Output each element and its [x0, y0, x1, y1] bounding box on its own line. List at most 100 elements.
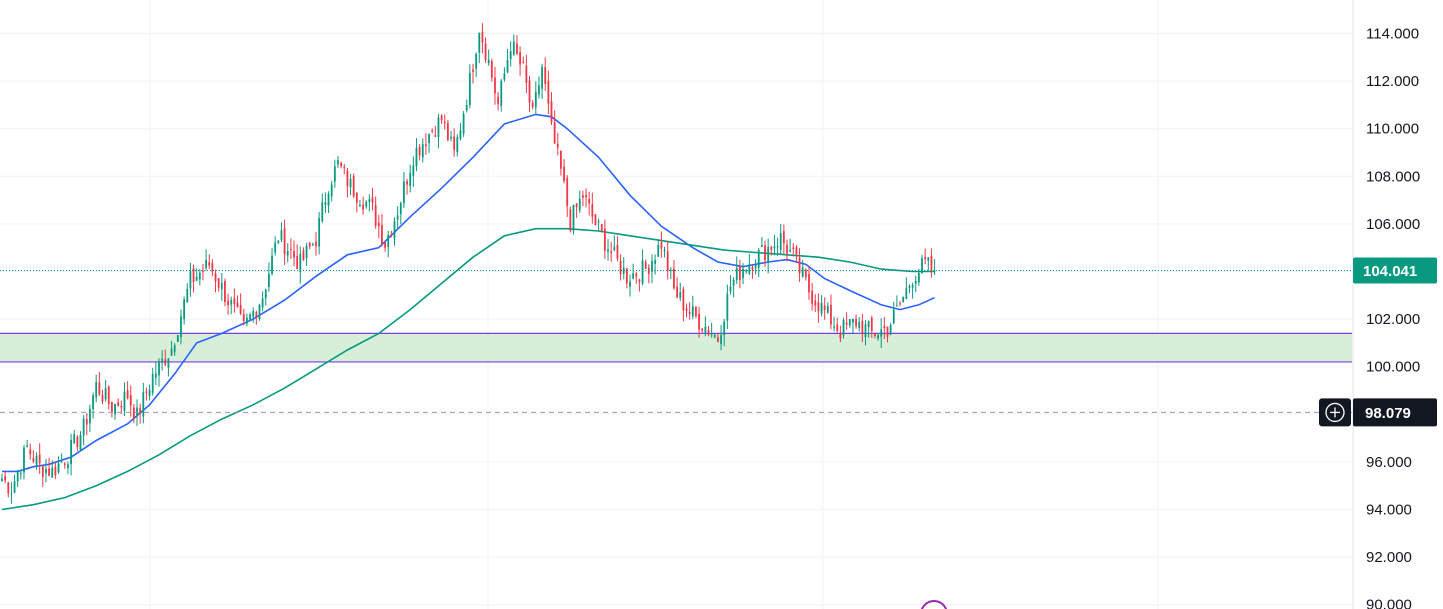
candle-body	[575, 203, 578, 208]
candle-body	[867, 321, 870, 328]
candle-body	[359, 204, 361, 206]
candle-body	[349, 178, 352, 188]
candle-body	[569, 209, 572, 231]
candle-body	[343, 167, 346, 169]
event-marker[interactable]	[920, 600, 948, 609]
candle-body	[531, 102, 534, 107]
candle-body	[644, 261, 647, 269]
candle-body	[566, 177, 569, 207]
price-axis-tick-label: 108.000	[1366, 168, 1420, 185]
candle-body	[902, 297, 905, 303]
candle-body	[588, 198, 591, 204]
candle-body	[277, 240, 280, 243]
candle-body	[745, 270, 748, 272]
candle-body	[506, 60, 509, 73]
candle-body	[311, 244, 314, 246]
candle-body	[176, 335, 179, 342]
candle-body	[16, 471, 19, 482]
candle-body	[525, 65, 528, 83]
last-price-badge-label: 104.041	[1363, 263, 1417, 280]
candle-body	[864, 324, 867, 337]
candle-body	[217, 278, 220, 288]
candle-body	[713, 334, 716, 338]
candle-body	[497, 96, 500, 105]
price-axis-tick-label: 94.000	[1366, 502, 1412, 519]
candle-body	[381, 225, 383, 245]
price-axis-tick-label: 110.000	[1366, 121, 1419, 138]
candle-body	[170, 348, 173, 356]
candle-body	[214, 273, 217, 282]
candle-body	[151, 374, 154, 393]
candle-body	[673, 268, 675, 289]
candle-body	[804, 269, 807, 278]
candle-body	[861, 321, 864, 335]
candle-body	[139, 408, 142, 415]
candle-body	[764, 245, 766, 261]
price-lines	[0, 270, 1352, 413]
candle-body	[7, 482, 10, 494]
candle-body	[512, 41, 515, 55]
candle-body	[669, 269, 672, 271]
candle-body	[142, 392, 145, 417]
candle-body	[811, 290, 814, 304]
support-zone	[0, 332, 1352, 363]
candle-body	[252, 310, 255, 317]
candle-body	[613, 246, 616, 251]
candle-body	[434, 135, 437, 137]
candle-body	[425, 144, 427, 147]
candle-body	[202, 270, 204, 272]
candle-body	[403, 181, 405, 204]
candle-body	[161, 358, 164, 364]
candle-body	[67, 464, 69, 469]
candle-body	[880, 329, 883, 337]
candle-body	[98, 382, 101, 395]
candle-body	[104, 388, 107, 400]
candle-body	[443, 121, 446, 123]
candle-body	[437, 117, 440, 138]
candle-body	[399, 203, 402, 215]
grid	[0, 0, 1352, 609]
candle-body	[676, 286, 678, 298]
candle-body	[415, 147, 418, 167]
candle-body	[154, 373, 157, 378]
candle-body	[638, 279, 641, 282]
candle-body	[751, 267, 754, 270]
crosshair-price-badge	[1353, 398, 1437, 427]
event-marker-icon[interactable]	[920, 600, 948, 609]
candle-body	[446, 123, 449, 141]
candle-body	[663, 249, 666, 252]
candle-body	[886, 326, 889, 337]
candle-body	[528, 80, 531, 103]
candle-body	[324, 202, 327, 205]
candle-body	[695, 306, 697, 317]
candle-body	[374, 205, 377, 226]
candle-body	[685, 308, 688, 312]
price-axis[interactable]: 114.000 112.000 110.000 108.000 106.000 102.0…	[1352, 0, 1443, 609]
candle-body	[330, 184, 333, 197]
price-badges: 104.041 98.079	[1319, 257, 1437, 427]
candle-body	[233, 298, 236, 304]
candle-body	[839, 332, 842, 339]
candle-body	[779, 233, 782, 250]
candle-body	[355, 192, 358, 203]
candle-body	[547, 80, 550, 104]
candle-body	[572, 204, 575, 231]
candle-body	[789, 249, 792, 252]
candle-body	[82, 418, 85, 436]
candle-body	[490, 60, 493, 78]
candle-body	[899, 303, 901, 305]
candle-body	[192, 268, 195, 282]
candle-body	[820, 302, 823, 314]
candle-body	[220, 282, 223, 290]
candle-body	[368, 199, 371, 202]
candle-body	[32, 457, 35, 462]
candle-body	[117, 402, 120, 407]
candle-body	[710, 334, 713, 336]
candle-body	[85, 419, 88, 425]
candle-body	[600, 224, 603, 231]
candle-body	[321, 202, 324, 222]
candle-body	[249, 314, 251, 320]
candle-body	[92, 395, 94, 410]
